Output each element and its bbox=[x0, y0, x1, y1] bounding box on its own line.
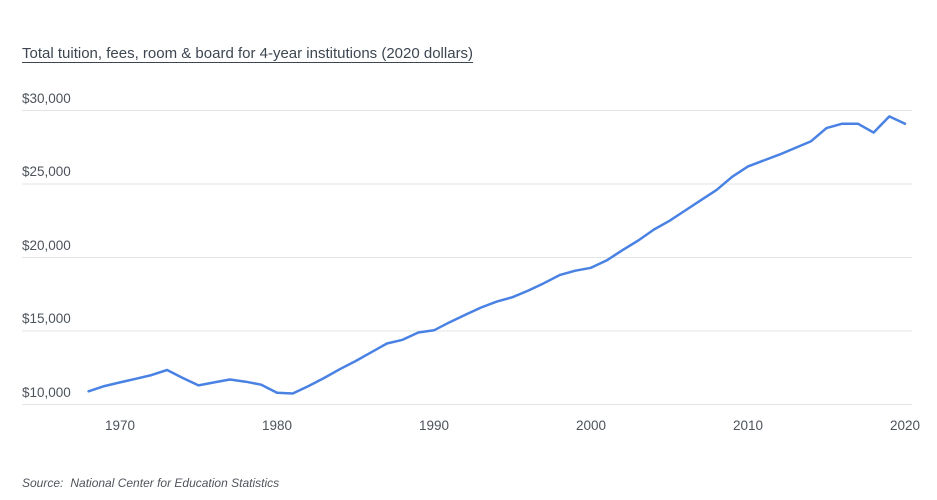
x-axis-label: 2010 bbox=[732, 417, 764, 433]
y-axis-label: $20,000 bbox=[22, 237, 71, 253]
y-axis-label: $30,000 bbox=[22, 90, 71, 106]
source-text: National Center for Education Statistics bbox=[70, 476, 280, 490]
x-axis-label: 1990 bbox=[418, 417, 450, 433]
y-axis-label: $10,000 bbox=[22, 384, 71, 400]
source-note: Source: National Center for Education Sta… bbox=[22, 476, 279, 490]
y-axis-label: $15,000 bbox=[22, 311, 71, 326]
y-axis-label: $25,000 bbox=[22, 164, 71, 179]
gridlines bbox=[22, 110, 912, 405]
x-axis-label: 2020 bbox=[889, 417, 921, 433]
x-axis-label: 1980 bbox=[261, 417, 293, 433]
tuition-trend-line bbox=[87, 115, 907, 395]
x-axis-label: 1970 bbox=[104, 417, 136, 433]
x-axis-label: 2000 bbox=[575, 417, 607, 433]
chart-title[interactable]: Total tuition, fees, room & board for 4-… bbox=[22, 45, 474, 62]
source-label: Source: bbox=[22, 476, 64, 490]
